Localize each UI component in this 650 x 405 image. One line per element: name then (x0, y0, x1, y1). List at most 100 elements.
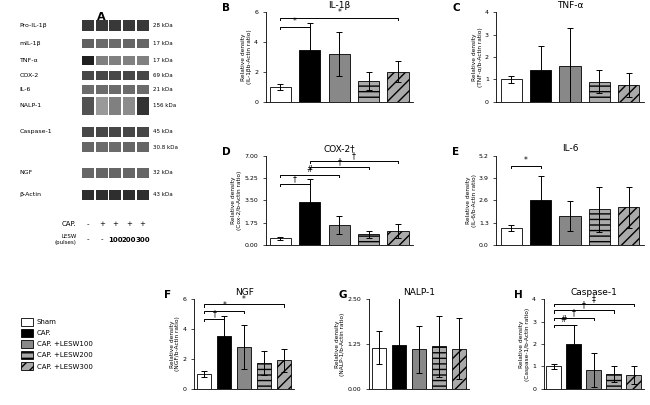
Bar (109, 97, 122, 115)
Text: 43 kDa: 43 kDa (153, 192, 172, 198)
Text: +: + (140, 221, 146, 227)
Bar (82, 39, 94, 48)
Text: F: F (164, 290, 172, 300)
Text: *: * (222, 301, 226, 310)
Bar (136, 85, 149, 94)
Bar (452, 349, 466, 389)
Title: IL-1β: IL-1β (328, 1, 350, 10)
Text: ‡: ‡ (592, 294, 595, 303)
Bar (547, 367, 561, 389)
Text: 45 kDa: 45 kDa (153, 130, 172, 134)
Bar (109, 85, 122, 94)
Bar (109, 142, 122, 152)
Text: β-Actin: β-Actin (20, 192, 42, 198)
Bar (82, 127, 94, 137)
Title: NALP-1: NALP-1 (403, 288, 435, 297)
Bar (82, 168, 94, 178)
Bar (136, 97, 149, 115)
Bar (123, 20, 135, 31)
Text: E: E (452, 147, 460, 157)
Text: COX-2: COX-2 (20, 73, 39, 78)
Bar (560, 216, 580, 245)
Bar (136, 190, 149, 200)
Text: NALP-1: NALP-1 (20, 104, 42, 109)
Bar (96, 56, 108, 65)
Bar (358, 234, 379, 245)
Text: 200: 200 (122, 237, 136, 243)
Bar (123, 190, 135, 200)
Bar (96, 20, 108, 31)
Bar (109, 39, 122, 48)
Bar (257, 363, 271, 389)
Y-axis label: Relative density
(TNF-α/b-Actin ratio): Relative density (TNF-α/b-Actin ratio) (472, 27, 483, 87)
Bar (372, 347, 386, 389)
Text: IL-6: IL-6 (20, 87, 31, 92)
Bar (411, 350, 426, 389)
Text: 28 kDa: 28 kDa (153, 23, 172, 28)
Text: TNF-α: TNF-α (20, 58, 38, 63)
Bar (96, 142, 108, 152)
Bar (627, 375, 641, 389)
Text: †: † (571, 309, 575, 318)
Bar (82, 97, 94, 115)
Y-axis label: Relative density
(IL-6/b-Actin ratio): Relative density (IL-6/b-Actin ratio) (466, 174, 476, 227)
Legend: Sham, CAP., CAP. +LESW100, CAP. +LESW200, CAP. +LESW300: Sham, CAP., CAP. +LESW100, CAP. +LESW200… (18, 315, 96, 373)
Text: †: † (213, 309, 216, 318)
Text: Pro-IL-1β: Pro-IL-1β (20, 23, 47, 28)
Bar (299, 202, 320, 245)
Bar (500, 228, 522, 245)
Text: +: + (99, 221, 105, 227)
Bar (358, 81, 379, 102)
Text: †: † (582, 301, 586, 310)
Bar (96, 85, 108, 94)
Bar (618, 207, 640, 245)
Text: D: D (222, 147, 230, 157)
Bar (123, 39, 135, 48)
Text: *: * (242, 295, 246, 304)
Bar (197, 374, 211, 389)
Y-axis label: Relative density
(NALP-1/b-Actin ratio): Relative density (NALP-1/b-Actin ratio) (335, 312, 345, 376)
Bar (136, 71, 149, 80)
Bar (82, 71, 94, 80)
Bar (432, 346, 446, 389)
Bar (96, 127, 108, 137)
Text: †: † (293, 174, 297, 183)
Text: 156 kDa: 156 kDa (153, 104, 176, 109)
Text: -: - (87, 237, 89, 243)
Text: 100: 100 (108, 237, 123, 243)
Text: 17 kDa: 17 kDa (153, 58, 172, 63)
Text: B: B (222, 3, 229, 13)
Bar (96, 97, 108, 115)
Text: LESW
(pulses): LESW (pulses) (55, 234, 77, 245)
Bar (136, 56, 149, 65)
Text: 17 kDa: 17 kDa (153, 41, 172, 46)
Text: -: - (101, 237, 103, 243)
Bar (109, 71, 122, 80)
Title: COX-2†: COX-2† (324, 145, 355, 153)
Bar (123, 56, 135, 65)
Text: C: C (452, 3, 460, 13)
Bar (589, 82, 610, 102)
Bar (392, 345, 406, 389)
Bar (589, 209, 610, 245)
Text: Caspase-1: Caspase-1 (20, 130, 52, 134)
Bar (566, 344, 581, 389)
Bar (109, 56, 122, 65)
Bar (82, 20, 94, 31)
Title: TNF-α: TNF-α (557, 1, 583, 10)
Bar (96, 39, 108, 48)
Bar (123, 71, 135, 80)
Bar (299, 49, 320, 102)
Bar (277, 360, 291, 389)
Text: 69 kDa: 69 kDa (153, 73, 172, 78)
Text: †: † (352, 151, 356, 160)
Bar (123, 85, 135, 94)
Bar (96, 71, 108, 80)
Bar (123, 142, 135, 152)
Bar (136, 127, 149, 137)
Bar (270, 238, 291, 245)
Y-axis label: Relative density
(Cox-2/b-Actin ratio): Relative density (Cox-2/b-Actin ratio) (231, 171, 242, 230)
Text: H: H (514, 290, 523, 300)
Bar (618, 85, 640, 102)
Bar (109, 20, 122, 31)
